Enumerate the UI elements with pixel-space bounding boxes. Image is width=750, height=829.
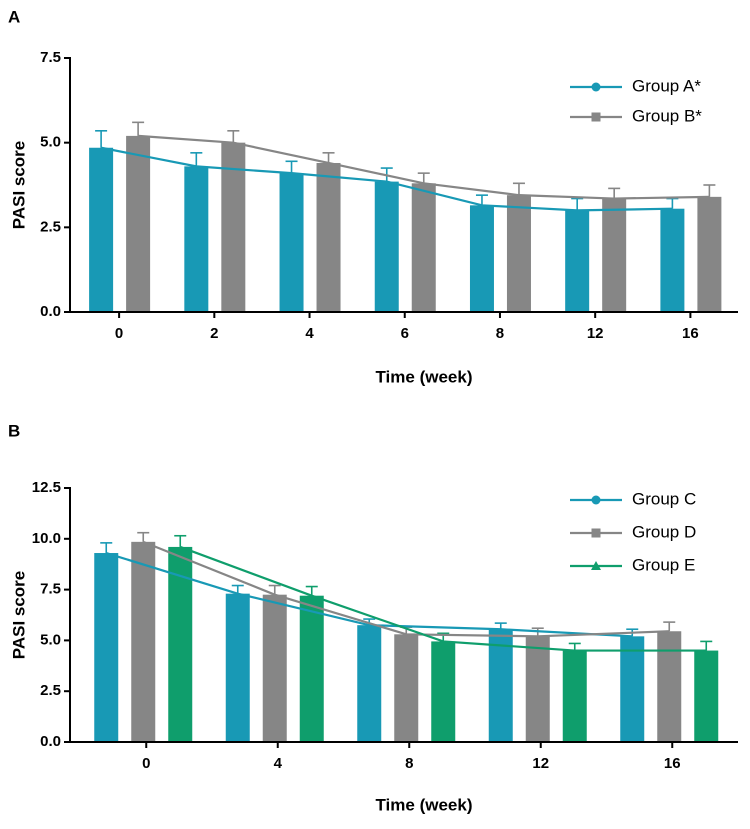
bar	[184, 166, 209, 312]
x-axis-title: Time (week)	[375, 795, 472, 814]
x-tick-label: 12	[587, 325, 604, 342]
y-axis-title: PASI score	[9, 141, 28, 230]
y-tick-label: 7.5	[40, 49, 61, 66]
x-tick-label: 0	[142, 755, 150, 772]
y-tick-label: 2.5	[40, 218, 61, 235]
bar	[316, 162, 341, 312]
bar	[357, 625, 382, 742]
y-tick-label: 0.0	[40, 733, 61, 750]
y-axis-title: PASI score	[9, 571, 28, 660]
bar	[602, 198, 627, 312]
bar	[660, 208, 685, 312]
bar	[262, 594, 287, 742]
x-tick-label: 0	[115, 325, 123, 342]
x-tick-label: 6	[401, 325, 409, 342]
bar	[431, 641, 456, 742]
x-tick-label: 2	[210, 325, 218, 342]
bar	[221, 142, 246, 312]
x-tick-label: 4	[274, 755, 283, 772]
bar	[394, 634, 419, 742]
bar	[694, 650, 719, 742]
bar	[525, 636, 550, 742]
bar	[565, 210, 590, 312]
bar	[469, 205, 494, 312]
legend-marker	[591, 561, 601, 570]
bar	[89, 147, 114, 312]
x-axis-title: Time (week)	[375, 367, 472, 386]
x-tick-label: 16	[664, 755, 681, 772]
bar	[488, 629, 513, 742]
bar	[374, 181, 399, 312]
x-tick-label: 16	[682, 325, 699, 342]
bar	[411, 183, 436, 312]
x-tick-label: 4	[305, 325, 314, 342]
legend-label: Group C	[632, 489, 696, 508]
bar	[697, 196, 722, 312]
trend-line	[142, 540, 670, 638]
legend-label: Group B*	[632, 106, 702, 125]
bar	[562, 650, 587, 742]
y-tick-label: 10.0	[32, 530, 61, 547]
y-tick-label: 5.0	[40, 631, 61, 648]
trend-line	[179, 545, 707, 652]
legend-label: Group D	[632, 522, 696, 541]
trend-line	[105, 551, 633, 638]
y-tick-label: 5.0	[40, 134, 61, 151]
y-tick-label: 7.5	[40, 581, 61, 598]
x-tick-label: 8	[405, 755, 413, 772]
legend-marker	[591, 82, 601, 92]
legend-marker	[591, 495, 601, 505]
bar	[131, 541, 156, 742]
x-tick-label: 8	[496, 325, 504, 342]
panel-label: A	[8, 7, 20, 26]
bar	[620, 636, 645, 742]
bar	[225, 593, 250, 742]
bar	[299, 595, 324, 742]
y-tick-label: 0.0	[40, 303, 61, 320]
trend-line	[138, 134, 710, 200]
bar	[279, 173, 304, 312]
legend-label: Group A*	[632, 76, 701, 95]
y-tick-label: 2.5	[40, 682, 61, 699]
x-tick-label: 12	[532, 755, 549, 772]
bar	[126, 135, 151, 312]
legend-marker	[591, 528, 601, 538]
bar	[506, 195, 531, 312]
bar	[94, 553, 119, 742]
panel-label: B	[8, 421, 20, 440]
legend-marker	[591, 112, 601, 122]
legend-label: Group E	[632, 555, 695, 574]
y-tick-label: 12.5	[32, 479, 61, 496]
bar	[657, 631, 682, 742]
trend-line	[100, 146, 673, 212]
